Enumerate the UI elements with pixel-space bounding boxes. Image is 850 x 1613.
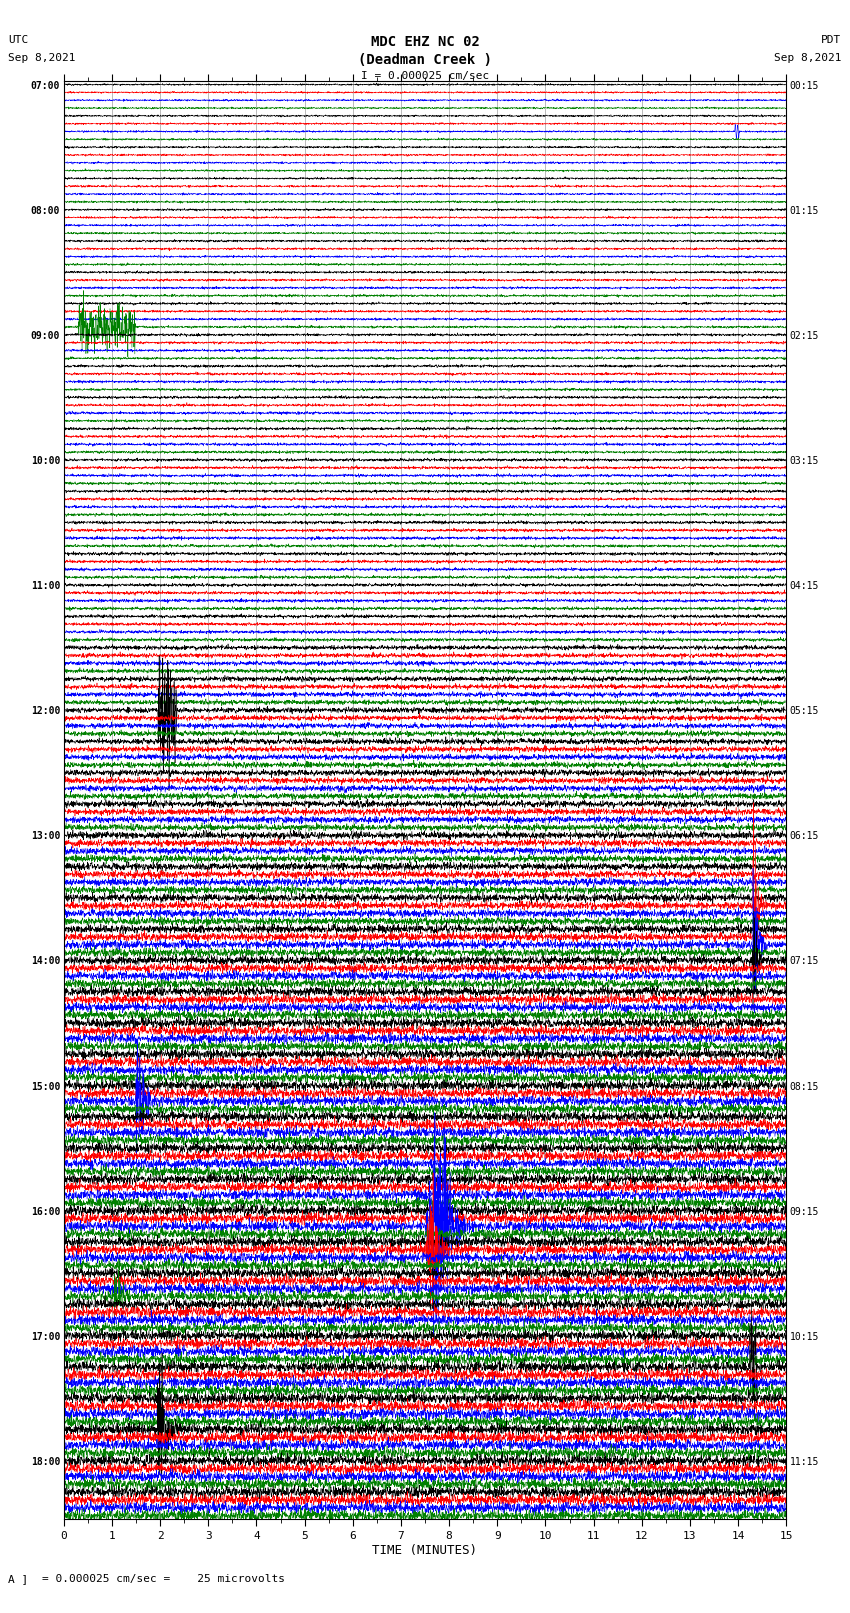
Text: 09:00: 09:00 xyxy=(31,331,60,340)
Text: 12:00: 12:00 xyxy=(31,706,60,716)
Text: Sep 8,2021: Sep 8,2021 xyxy=(774,53,842,63)
Text: 15:00: 15:00 xyxy=(31,1082,60,1092)
Text: 17:00: 17:00 xyxy=(31,1332,60,1342)
Text: I = 0.000025 cm/sec: I = 0.000025 cm/sec xyxy=(361,71,489,81)
Text: 11:00: 11:00 xyxy=(31,581,60,590)
Text: 03:15: 03:15 xyxy=(790,456,819,466)
Text: 08:15: 08:15 xyxy=(790,1082,819,1092)
Text: 02:15: 02:15 xyxy=(790,331,819,340)
Text: 18:00: 18:00 xyxy=(31,1457,60,1466)
Text: 10:00: 10:00 xyxy=(31,456,60,466)
Text: 13:00: 13:00 xyxy=(31,831,60,842)
Text: 01:15: 01:15 xyxy=(790,206,819,216)
Text: A ]: A ] xyxy=(8,1574,29,1584)
Text: 10:15: 10:15 xyxy=(790,1332,819,1342)
Text: 16:00: 16:00 xyxy=(31,1207,60,1216)
Text: = 0.000025 cm/sec =    25 microvolts: = 0.000025 cm/sec = 25 microvolts xyxy=(42,1574,286,1584)
Text: MDC EHZ NC 02: MDC EHZ NC 02 xyxy=(371,35,479,50)
Text: PDT: PDT xyxy=(821,35,842,45)
Text: 06:15: 06:15 xyxy=(790,831,819,842)
Text: 08:00: 08:00 xyxy=(31,206,60,216)
Text: Sep 8,2021: Sep 8,2021 xyxy=(8,53,76,63)
Text: 11:15: 11:15 xyxy=(790,1457,819,1466)
Text: UTC: UTC xyxy=(8,35,29,45)
Text: 04:15: 04:15 xyxy=(790,581,819,590)
Text: 07:15: 07:15 xyxy=(790,957,819,966)
Text: 14:00: 14:00 xyxy=(31,957,60,966)
X-axis label: TIME (MINUTES): TIME (MINUTES) xyxy=(372,1544,478,1557)
Text: (Deadman Creek ): (Deadman Creek ) xyxy=(358,53,492,68)
Text: 05:15: 05:15 xyxy=(790,706,819,716)
Text: 09:15: 09:15 xyxy=(790,1207,819,1216)
Text: 00:15: 00:15 xyxy=(790,81,819,90)
Text: 07:00: 07:00 xyxy=(31,81,60,90)
